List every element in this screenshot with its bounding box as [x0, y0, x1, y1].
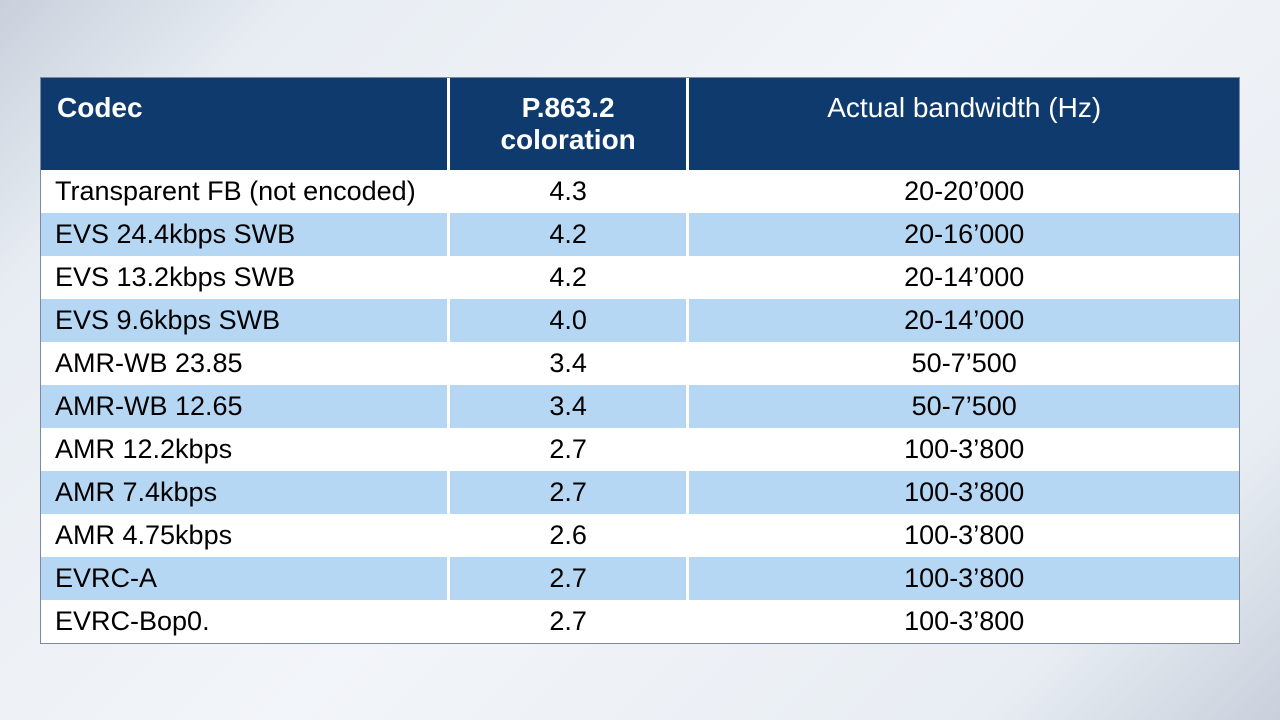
- table-row: EVS 13.2kbps SWB 4.2 20-14’000: [41, 256, 1239, 299]
- cell-bandwidth: 100-3’800: [688, 514, 1239, 557]
- table-row: EVRC-A 2.7 100-3’800: [41, 557, 1239, 600]
- cell-codec: AMR 4.75kbps: [41, 514, 448, 557]
- table-row: AMR 7.4kbps 2.7 100-3’800: [41, 471, 1239, 514]
- cell-codec: AMR 7.4kbps: [41, 471, 448, 514]
- cell-bandwidth: 20-14’000: [688, 299, 1239, 342]
- cell-coloration: 3.4: [448, 342, 688, 385]
- table-row: AMR-WB 12.65 3.4 50-7’500: [41, 385, 1239, 428]
- table-header-row: Codec P.863.2 coloration Actual bandwidt…: [41, 78, 1239, 170]
- cell-coloration: 2.7: [448, 428, 688, 471]
- cell-coloration: 4.2: [448, 256, 688, 299]
- table-row: EVS 9.6kbps SWB 4.0 20-14’000: [41, 299, 1239, 342]
- cell-coloration: 2.7: [448, 600, 688, 643]
- cell-codec: EVRC-Bop0.: [41, 600, 448, 643]
- cell-codec: EVRC-A: [41, 557, 448, 600]
- cell-coloration: 2.7: [448, 471, 688, 514]
- cell-bandwidth: 50-7’500: [688, 342, 1239, 385]
- table-row: EVS 24.4kbps SWB 4.2 20-16’000: [41, 213, 1239, 256]
- cell-coloration: 2.7: [448, 557, 688, 600]
- cell-coloration: 4.2: [448, 213, 688, 256]
- cell-bandwidth: 20-20’000: [688, 170, 1239, 213]
- codec-table: Codec P.863.2 coloration Actual bandwidt…: [41, 78, 1239, 643]
- cell-codec: EVS 24.4kbps SWB: [41, 213, 448, 256]
- cell-bandwidth: 50-7’500: [688, 385, 1239, 428]
- cell-codec: EVS 9.6kbps SWB: [41, 299, 448, 342]
- table-body: Transparent FB (not encoded) 4.3 20-20’0…: [41, 170, 1239, 643]
- cell-coloration: 4.0: [448, 299, 688, 342]
- cell-bandwidth: 100-3’800: [688, 600, 1239, 643]
- cell-bandwidth: 100-3’800: [688, 471, 1239, 514]
- cell-codec: AMR-WB 23.85: [41, 342, 448, 385]
- cell-codec: EVS 13.2kbps SWB: [41, 256, 448, 299]
- table-row: AMR 4.75kbps 2.6 100-3’800: [41, 514, 1239, 557]
- cell-codec: Transparent FB (not encoded): [41, 170, 448, 213]
- cell-bandwidth: 20-16’000: [688, 213, 1239, 256]
- cell-coloration: 3.4: [448, 385, 688, 428]
- table-row: AMR-WB 23.85 3.4 50-7’500: [41, 342, 1239, 385]
- cell-coloration: 4.3: [448, 170, 688, 213]
- cell-codec: AMR-WB 12.65: [41, 385, 448, 428]
- table-row: EVRC-Bop0. 2.7 100-3’800: [41, 600, 1239, 643]
- col-header-bandwidth: Actual bandwidth (Hz): [688, 78, 1239, 170]
- cell-bandwidth: 100-3’800: [688, 557, 1239, 600]
- cell-bandwidth: 20-14’000: [688, 256, 1239, 299]
- cell-codec: AMR 12.2kbps: [41, 428, 448, 471]
- col-header-coloration: P.863.2 coloration: [448, 78, 688, 170]
- table-row: Transparent FB (not encoded) 4.3 20-20’0…: [41, 170, 1239, 213]
- col-header-codec: Codec: [41, 78, 448, 170]
- table-row: AMR 12.2kbps 2.7 100-3’800: [41, 428, 1239, 471]
- codec-table-container: Codec P.863.2 coloration Actual bandwidt…: [40, 77, 1240, 644]
- cell-bandwidth: 100-3’800: [688, 428, 1239, 471]
- cell-coloration: 2.6: [448, 514, 688, 557]
